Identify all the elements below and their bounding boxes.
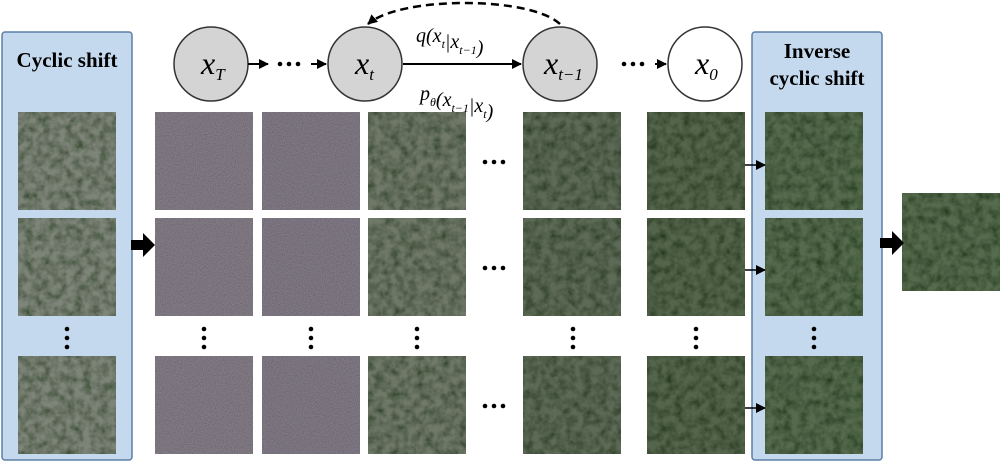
label-part: ) bbox=[486, 101, 494, 123]
label-part: | bbox=[469, 95, 475, 117]
label-subscript: 0 bbox=[709, 65, 718, 84]
image bbox=[18, 356, 116, 454]
dot bbox=[811, 344, 817, 350]
node-label: xT bbox=[200, 45, 226, 84]
image bbox=[902, 193, 1000, 291]
dot bbox=[693, 335, 699, 341]
dot bbox=[414, 335, 420, 341]
dot bbox=[482, 403, 488, 409]
dot bbox=[500, 265, 506, 271]
dot bbox=[500, 403, 506, 409]
dot bbox=[491, 159, 497, 165]
label-subscript: T bbox=[215, 65, 226, 84]
label-part: x bbox=[449, 31, 459, 53]
dot bbox=[201, 326, 207, 332]
panel-title: cyclic shift bbox=[769, 66, 864, 90]
dot bbox=[693, 326, 699, 332]
block-arrow bbox=[880, 231, 904, 255]
node-label: xt bbox=[354, 45, 375, 84]
label-part: x bbox=[442, 89, 452, 111]
node-label: x0 bbox=[694, 45, 718, 84]
dot bbox=[570, 344, 576, 350]
node-label: xt−1 bbox=[543, 45, 583, 84]
dot bbox=[201, 344, 207, 350]
label-subscript: θ bbox=[430, 95, 436, 109]
layout: xT xt xt−1 x0q(xt|xt−1)pθ(xt−1|xt) bbox=[18, 25, 1000, 454]
dot bbox=[811, 326, 817, 332]
dot bbox=[64, 326, 70, 332]
dashed-arrow bbox=[367, 1, 561, 25]
label-part: ) bbox=[476, 37, 484, 59]
dot bbox=[308, 344, 314, 350]
image bbox=[765, 112, 863, 210]
panel-title: Inverse bbox=[784, 39, 851, 63]
label-part: p bbox=[418, 83, 430, 105]
image bbox=[647, 356, 745, 454]
node bbox=[667, 26, 743, 102]
dot bbox=[482, 265, 488, 271]
image bbox=[765, 356, 863, 454]
label-part: ( bbox=[436, 89, 444, 111]
dot bbox=[277, 61, 283, 67]
label-part: x bbox=[543, 45, 558, 81]
image bbox=[18, 112, 116, 210]
dot bbox=[64, 344, 70, 350]
node bbox=[522, 26, 598, 102]
label-subscript: t−1 bbox=[451, 101, 468, 115]
label-part: x bbox=[473, 95, 483, 117]
dot bbox=[500, 159, 506, 165]
label-part: x bbox=[354, 45, 369, 81]
dot bbox=[639, 61, 645, 67]
dot bbox=[630, 61, 636, 67]
label-part: x bbox=[200, 45, 215, 81]
image bbox=[523, 218, 621, 316]
image bbox=[647, 218, 745, 316]
dot bbox=[570, 335, 576, 341]
label-subscript: t bbox=[369, 65, 375, 84]
label-subscript: t−1 bbox=[558, 65, 583, 84]
dot bbox=[414, 326, 420, 332]
label-part: q( bbox=[416, 25, 434, 47]
dot bbox=[201, 335, 207, 341]
block-arrow bbox=[131, 233, 155, 257]
image bbox=[523, 112, 621, 210]
node bbox=[327, 26, 403, 102]
image bbox=[262, 356, 360, 454]
dot bbox=[295, 61, 301, 67]
label-part: x bbox=[694, 45, 709, 81]
image bbox=[368, 356, 466, 454]
label-part: | bbox=[445, 31, 451, 53]
dot bbox=[64, 335, 70, 341]
edge-label: pθ(xt−1|xt) bbox=[418, 83, 494, 123]
dot bbox=[621, 61, 627, 67]
image bbox=[368, 218, 466, 316]
dot bbox=[308, 326, 314, 332]
image bbox=[155, 112, 253, 210]
dot bbox=[491, 403, 497, 409]
label-subscript: t bbox=[483, 107, 487, 121]
dot bbox=[482, 159, 488, 165]
label-subscript: t bbox=[442, 37, 446, 51]
image bbox=[368, 112, 466, 210]
image bbox=[155, 218, 253, 316]
image bbox=[262, 218, 360, 316]
dot bbox=[308, 335, 314, 341]
dot bbox=[693, 344, 699, 350]
image bbox=[155, 356, 253, 454]
image bbox=[523, 356, 621, 454]
image bbox=[18, 218, 116, 316]
dot bbox=[570, 326, 576, 332]
dot bbox=[811, 335, 817, 341]
dot bbox=[491, 265, 497, 271]
dot bbox=[286, 61, 292, 67]
dot bbox=[414, 344, 420, 350]
image bbox=[647, 112, 745, 210]
image bbox=[765, 218, 863, 316]
label-subscript: t−1 bbox=[459, 43, 476, 57]
edge-label: q(xt|xt−1) bbox=[416, 25, 484, 59]
label-part: x bbox=[432, 25, 442, 47]
image bbox=[262, 112, 360, 210]
panel-title: Cyclic shift bbox=[17, 48, 118, 72]
